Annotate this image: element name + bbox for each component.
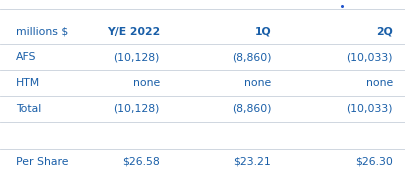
Text: none: none — [366, 78, 393, 88]
Text: Per Share: Per Share — [16, 157, 69, 167]
Text: $23.21: $23.21 — [234, 157, 271, 167]
Text: none: none — [244, 78, 271, 88]
Text: $26.58: $26.58 — [122, 157, 160, 167]
Text: HTM: HTM — [16, 78, 40, 88]
Text: none: none — [133, 78, 160, 88]
Text: (10,128): (10,128) — [113, 52, 160, 62]
Text: Y/E 2022: Y/E 2022 — [107, 27, 160, 37]
Text: AFS: AFS — [16, 52, 37, 62]
Text: (10,033): (10,033) — [346, 52, 393, 62]
Text: $26.30: $26.30 — [355, 157, 393, 167]
Text: 1Q: 1Q — [255, 27, 271, 37]
Text: (8,860): (8,860) — [232, 104, 271, 114]
Text: 2Q: 2Q — [376, 27, 393, 37]
Text: (8,860): (8,860) — [232, 52, 271, 62]
Text: (10,033): (10,033) — [346, 104, 393, 114]
Text: (10,128): (10,128) — [113, 104, 160, 114]
Text: millions $: millions $ — [16, 27, 68, 37]
Text: Total: Total — [16, 104, 41, 114]
